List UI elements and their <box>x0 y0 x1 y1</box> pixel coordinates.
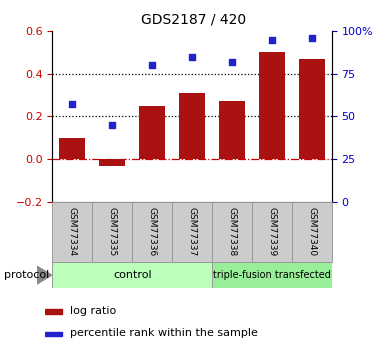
Polygon shape <box>37 266 52 284</box>
FancyBboxPatch shape <box>92 202 132 262</box>
Bar <box>299 59 325 159</box>
Text: GSM77336: GSM77336 <box>148 207 157 257</box>
Point <box>229 59 235 65</box>
Text: GSM77339: GSM77339 <box>267 207 276 257</box>
Bar <box>179 93 205 159</box>
Point <box>109 122 115 128</box>
Bar <box>45 332 62 336</box>
Text: control: control <box>113 270 151 280</box>
FancyBboxPatch shape <box>212 262 332 288</box>
Point <box>309 35 315 41</box>
Bar <box>99 159 125 166</box>
Text: GSM77338: GSM77338 <box>227 207 236 257</box>
Bar <box>45 309 62 314</box>
Bar <box>259 52 285 159</box>
Point <box>189 54 195 59</box>
Text: GSM77337: GSM77337 <box>187 207 197 257</box>
Point <box>149 62 155 68</box>
FancyBboxPatch shape <box>52 202 92 262</box>
Text: log ratio: log ratio <box>71 306 117 316</box>
Text: percentile rank within the sample: percentile rank within the sample <box>71 328 258 338</box>
FancyBboxPatch shape <box>52 262 212 288</box>
Point <box>269 37 275 42</box>
Text: GSM77334: GSM77334 <box>68 207 77 257</box>
Text: GDS2187 / 420: GDS2187 / 420 <box>142 12 246 26</box>
FancyBboxPatch shape <box>252 202 292 262</box>
Bar <box>139 106 165 159</box>
FancyBboxPatch shape <box>292 202 332 262</box>
Point <box>69 102 75 107</box>
Text: GSM77335: GSM77335 <box>108 207 117 257</box>
FancyBboxPatch shape <box>212 202 252 262</box>
Bar <box>59 138 85 159</box>
Text: GSM77340: GSM77340 <box>307 207 316 257</box>
Text: triple-fusion transfected: triple-fusion transfected <box>213 270 331 280</box>
Bar <box>219 101 245 159</box>
Text: protocol: protocol <box>4 270 49 280</box>
FancyBboxPatch shape <box>172 202 212 262</box>
FancyBboxPatch shape <box>132 202 172 262</box>
